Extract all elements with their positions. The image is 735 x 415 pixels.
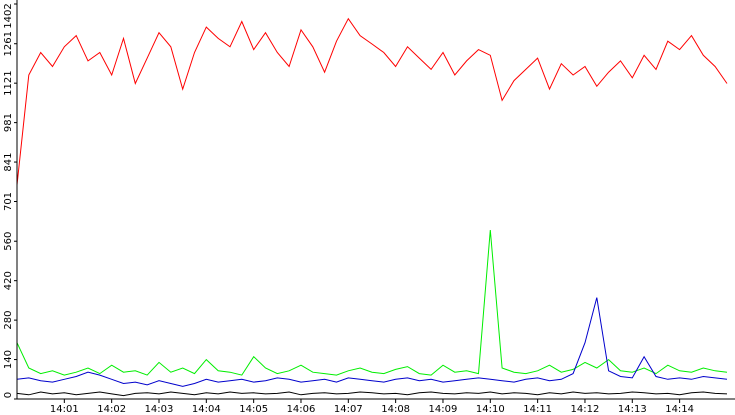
x-tick-label: 14:01 (50, 404, 79, 415)
x-tick-label: 14:04 (192, 404, 221, 415)
x-tick-label: 14:07 (334, 404, 363, 415)
y-tick-label: 1121 (3, 70, 14, 95)
x-tick-label: 14:12 (571, 404, 600, 415)
y-tick-label: 981 (3, 113, 14, 132)
x-tick-label: 14:10 (476, 404, 505, 415)
x-tick-label: 14:03 (145, 404, 174, 415)
x-tick-label: 14:11 (523, 404, 552, 415)
x-tick-label: 14:05 (239, 404, 268, 415)
x-tick-label: 14:08 (381, 404, 410, 415)
x-tick-label: 14:14 (665, 404, 694, 415)
x-tick-label: 14:09 (429, 404, 458, 415)
series-line (16, 17, 728, 185)
y-tick-label: 1261 (3, 31, 14, 56)
y-tick-label: 701 (3, 192, 14, 211)
series-line (16, 229, 728, 376)
y-tick-label: 841 (3, 153, 14, 172)
x-tick-label: 14:06 (287, 404, 316, 415)
series-line (16, 391, 728, 397)
x-tick-label: 14:13 (618, 404, 647, 415)
y-tick-label: 0 (3, 392, 14, 398)
y-tick-label: 560 (3, 232, 14, 251)
y-tick-label: 1402 (3, 3, 14, 28)
series-line (16, 297, 728, 387)
y-tick-label: 140 (3, 350, 14, 369)
x-tick-label: 14:02 (97, 404, 126, 415)
y-tick-label: 280 (3, 311, 14, 330)
y-tick-label: 420 (3, 271, 14, 290)
